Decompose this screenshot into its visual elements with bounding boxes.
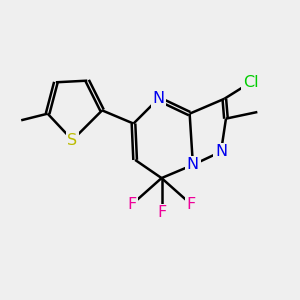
Text: N: N — [187, 158, 199, 172]
Text: N: N — [215, 144, 227, 159]
Text: F: F — [127, 197, 136, 212]
Text: F: F — [157, 205, 166, 220]
Text: Cl: Cl — [243, 75, 259, 90]
Text: F: F — [187, 197, 196, 212]
Text: S: S — [67, 133, 77, 148]
Text: N: N — [152, 91, 164, 106]
